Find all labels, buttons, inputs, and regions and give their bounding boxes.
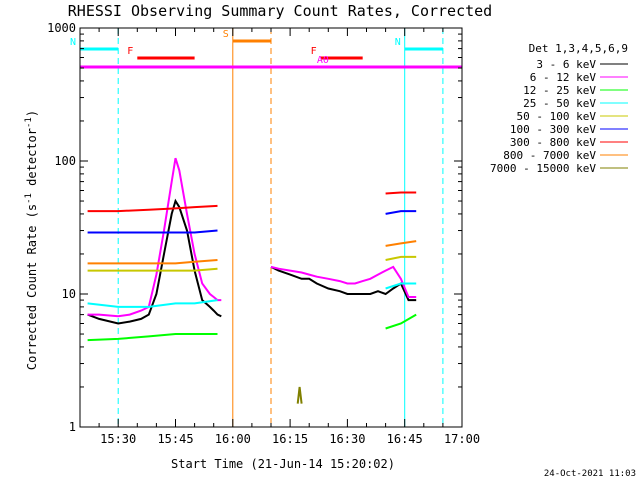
series-line-8	[87, 240, 417, 265]
legend-label-8: 800 - 7000 keV	[503, 149, 596, 162]
chart-title: RHESSI Observing Summary Count Rates, Co…	[68, 2, 492, 20]
series-lines	[87, 157, 417, 404]
series-line-5	[87, 255, 417, 272]
series-line-1	[87, 198, 417, 325]
series-line-4	[87, 282, 417, 308]
marker-label-6: A0	[317, 55, 329, 66]
legend-label-3: 12 - 25 keV	[523, 84, 596, 97]
series-line-6	[87, 210, 417, 234]
x-axis-label: Start Time (21-Jun-14 15:20:02)	[171, 457, 395, 471]
legend-label-1: 3 - 6 keV	[536, 58, 596, 71]
x-tick-label-2: 15:45	[157, 432, 193, 446]
y-tick-label-2: 10	[62, 287, 76, 301]
y-axis-label: Corrected Count Rate (s-1 detector-1)	[24, 110, 39, 370]
series-line-3	[87, 313, 417, 342]
boundary-lines	[79, 28, 444, 427]
series-line-7	[87, 191, 417, 213]
footer-timestamp: 24-Oct-2021 11:03	[544, 469, 636, 479]
marker-label-3: F	[127, 46, 133, 57]
marker-label-2: N	[395, 37, 401, 48]
legend-label-9: 7000 - 15000 keV	[490, 162, 596, 175]
x-tick-label-3: 16:00	[215, 432, 251, 446]
axes: 15:30 15:45 16:00 16:15 16:30 16:45 17:00 1 10 10…	[47, 21, 480, 446]
marker-label-4: F	[311, 46, 317, 57]
x-tick-label-5: 16:30	[329, 432, 365, 446]
x-tick-label-7: 17:00	[444, 432, 480, 446]
x-tick-label-6: 16:45	[387, 432, 423, 446]
legend-label-7: 300 - 800 keV	[510, 136, 596, 149]
y-tick-label-4: 1000	[47, 21, 76, 35]
ylabel-part-3: detector	[25, 128, 39, 193]
y-tick-label-3: 100	[54, 154, 76, 168]
marker-label-1: N	[70, 37, 76, 48]
ylabel-part-5: )	[25, 110, 39, 117]
x-tick-label-1: 15:30	[100, 432, 136, 446]
ylabel-part-1: Corrected Count Rate (s	[25, 204, 39, 370]
series-line-2	[87, 157, 417, 318]
series-line-9	[296, 386, 303, 404]
legend-label-2: 6 - 12 keV	[530, 71, 597, 84]
marker-label-5: S	[223, 29, 229, 40]
y-tick-label-1: 1	[69, 420, 76, 434]
legend-title: Det 1,3,4,5,6,9	[529, 42, 628, 55]
legend-label-5: 50 - 100 keV	[517, 110, 597, 123]
legend-label-4: 25 - 50 keV	[523, 97, 596, 110]
ylabel-part-4: -1	[24, 117, 34, 128]
ylabel-part-2: -1	[24, 193, 34, 204]
attenuator-markers: N N F F S A0	[70, 29, 462, 69]
x-tick-label-4: 16:15	[272, 432, 308, 446]
legend-label-6: 100 - 300 keV	[510, 123, 596, 136]
